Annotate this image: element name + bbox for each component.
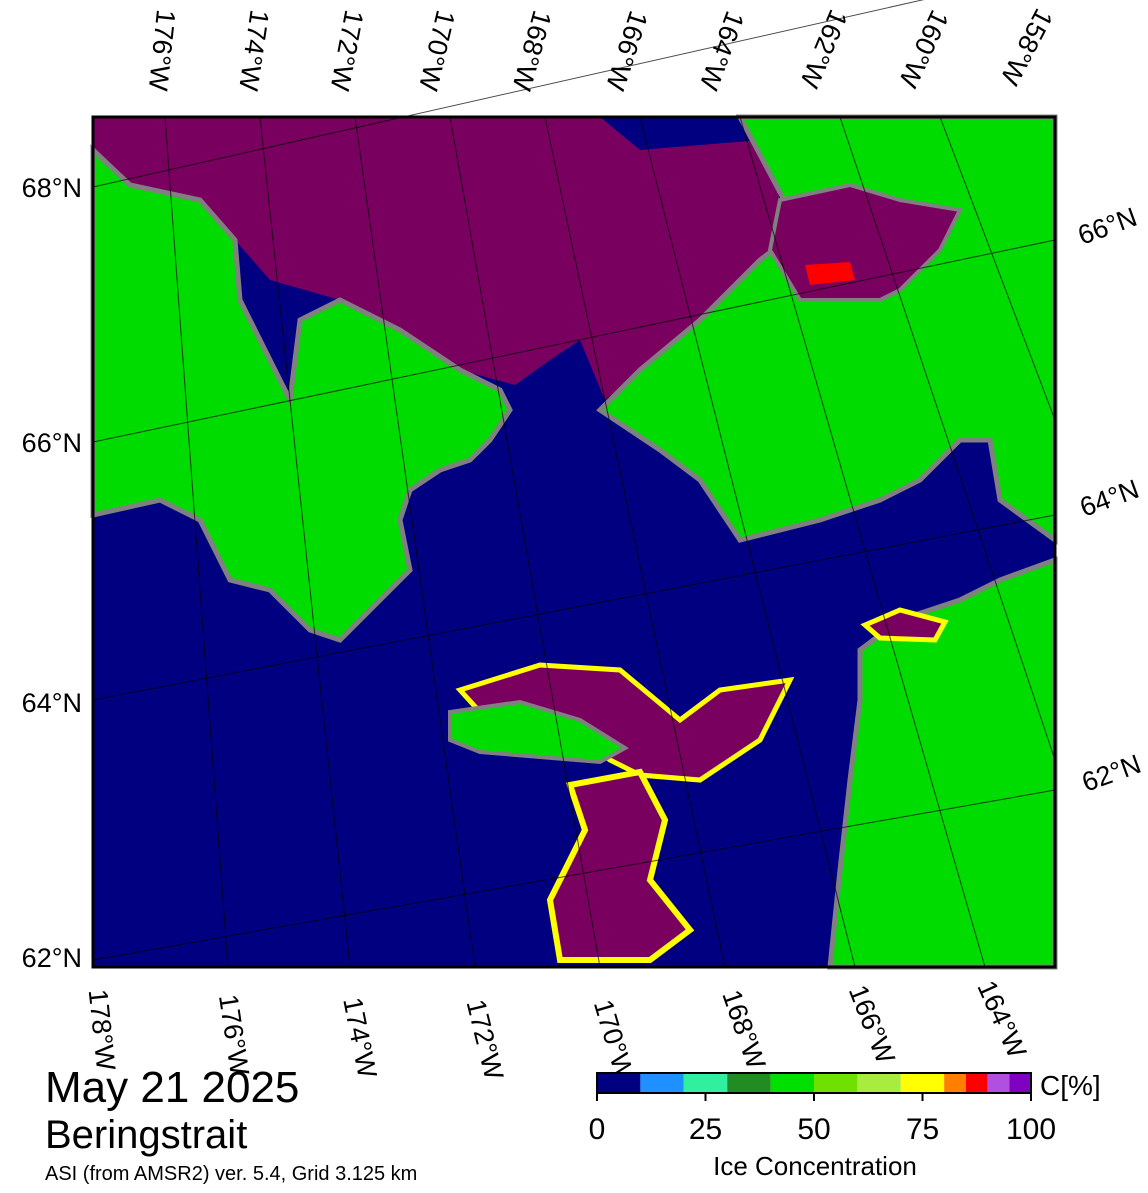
colorbar-bin: [727, 1073, 771, 1093]
st-lawrence-island: [448, 699, 629, 765]
colorbar-tick-label: 75: [906, 1113, 939, 1146]
colorbar-bin: [900, 1073, 945, 1093]
right-lat-label: 62°N: [1078, 749, 1145, 798]
graticule-line: [739, 116, 986, 968]
date-title: May 21 2025: [45, 1063, 299, 1112]
bottom-lon-label: 178°W: [83, 988, 121, 1073]
left-lat-label: 64°N: [22, 688, 82, 718]
region-title: Beringstrait: [45, 1113, 247, 1157]
graticule-line: [839, 116, 1056, 761]
colorbar-unit: C[%]: [1040, 1070, 1101, 1101]
right-lat-label: 64°N: [1076, 474, 1143, 523]
colorbar-bin: [640, 1073, 684, 1093]
graticule-line: [164, 116, 229, 968]
graticule-line: [939, 116, 1056, 421]
bottom-lon-label: 168°W: [716, 986, 771, 1073]
colorbar-bin: [987, 1073, 1010, 1093]
colorbar-label: Ice Concentration: [713, 1151, 917, 1181]
colorbar-bin: [965, 1073, 988, 1093]
bottom-lon-label: 170°W: [588, 996, 640, 1083]
top-lon-label: 166°W: [600, 7, 654, 94]
graticule-line: [449, 116, 601, 968]
left-lat-label: 66°N: [22, 428, 82, 458]
right-lat-label: 66°N: [1074, 202, 1141, 251]
left-lat-label: 68°N: [22, 173, 82, 203]
norton-ice: [860, 607, 949, 643]
chukotka-land: [90, 144, 513, 643]
colorbar-tick-label: 50: [797, 1113, 830, 1146]
map-frame: [91, 115, 1057, 969]
colorbar-bin: [944, 1073, 966, 1093]
top-lon-label: 174°W: [233, 8, 275, 93]
top-lon-label: 170°W: [413, 7, 461, 94]
top-lon-label: 172°W: [324, 8, 369, 94]
bottom-lon-label: 172°W: [461, 996, 510, 1083]
graticule-line: [92, 789, 1056, 961]
colorbar-tick-label: 0: [589, 1113, 606, 1146]
graticule-line: [354, 116, 476, 968]
colorbar-bin: [770, 1073, 814, 1093]
colorbar-bin: [1009, 1073, 1031, 1093]
map-area: [90, 0, 1058, 970]
colorbar-tick-label: 25: [689, 1113, 722, 1146]
left-lat-label: 62°N: [22, 943, 82, 973]
top-lon-label: 162°W: [794, 5, 853, 92]
graticule-line: [639, 116, 856, 968]
kotzebue-red: [805, 262, 855, 285]
graticule-line: [92, 239, 1056, 443]
chukchi-ice: [93, 117, 780, 400]
graticule-line: [92, 514, 1056, 701]
bottom-lon-label: 166°W: [843, 981, 901, 1068]
colorbar-tick-label: 100: [1006, 1113, 1056, 1146]
colorbar-bin: [597, 1073, 641, 1093]
top-lon-label: 160°W: [893, 6, 955, 93]
top-lon-label: 164°W: [693, 7, 750, 94]
colorbar-bin: [857, 1073, 901, 1093]
graticule-line: [544, 116, 726, 968]
graticule: [92, 0, 1056, 968]
graticule-line: [92, 0, 925, 188]
top-lon-label: 168°W: [506, 7, 557, 94]
top-lon-label: 158°W: [994, 4, 1059, 90]
colorbar-bin: [683, 1073, 728, 1093]
top-lon-label: 176°W: [143, 8, 181, 93]
subtitle: ASI (from AMSR2) ver. 5.4, Grid 3.125 km: [45, 1163, 417, 1185]
south-ice-tongue: [546, 768, 695, 963]
colorbar-bin: [814, 1073, 858, 1093]
bottom-lon-label: 174°W: [337, 995, 382, 1081]
graticule-line: [259, 116, 351, 968]
bottom-lon-label: 164°W: [971, 976, 1032, 1063]
colorbar: 0 25 50 75 100: [589, 1072, 1056, 1146]
